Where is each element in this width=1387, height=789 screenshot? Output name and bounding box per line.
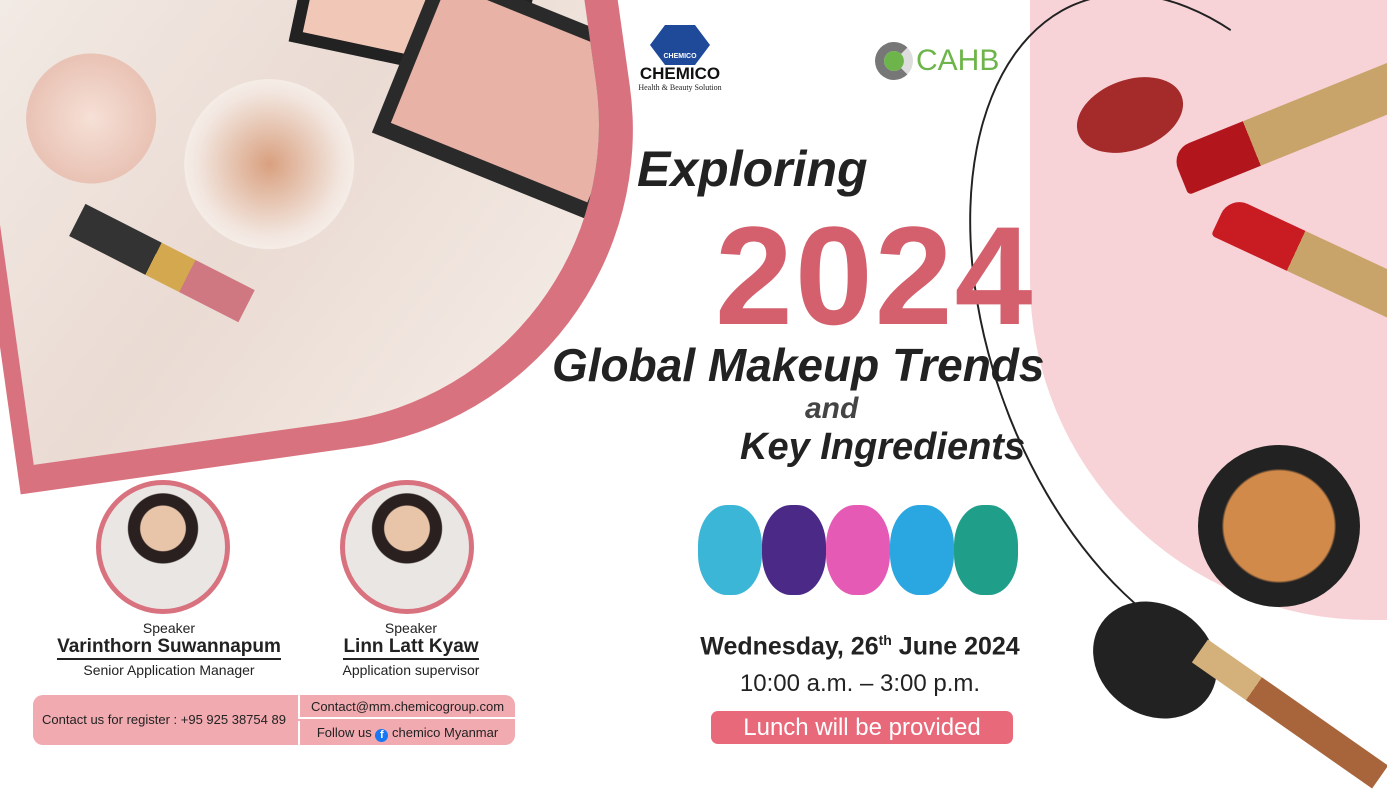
speaker-2: Speaker Linn Latt Kyaw Application super…: [281, 620, 541, 678]
facebook-page-name: chemico Myanmar: [391, 725, 499, 740]
title-and: and: [805, 392, 859, 425]
title-global-trends: Global Makeup Trends: [552, 339, 1045, 391]
speaker-name: Varinthorn Suwannapum: [57, 636, 281, 660]
lunch-badge: Lunch will be provided: [711, 711, 1013, 744]
follow-label: Follow us: [316, 725, 372, 740]
chemico-logo: CHEMICO CHEMICO Health & Beauty Solution: [630, 25, 730, 92]
speaker-avatar-1: [96, 480, 230, 614]
makeup-products-image: [0, 0, 638, 465]
speaker-name: Linn Latt Kyaw: [343, 636, 479, 660]
title-year: 2024: [715, 197, 1035, 354]
event-date: Wednesday, 26th June 2024: [680, 632, 1040, 661]
speaker-role: Speaker: [384, 620, 438, 636]
date-main: Wednesday, 26: [700, 632, 879, 661]
cahb-text: CAHB: [916, 44, 1000, 77]
title-exploring: Exploring: [637, 141, 868, 197]
speaker-1: Speaker Varinthorn Suwannapum Senior App…: [39, 620, 299, 678]
event-time: 10:00 a.m. – 3:00 p.m.: [739, 670, 981, 697]
speaker-title: Application supervisor: [342, 662, 480, 678]
eyeshadow-compact-image: [1198, 445, 1360, 607]
speaker-avatar-2: [340, 480, 474, 614]
date-suffix: th: [878, 632, 892, 648]
speaker-title: Senior Application Manager: [83, 662, 255, 678]
title-key-ingredients: Key Ingredients: [740, 426, 1026, 468]
cahb-logo: CAHB: [875, 42, 999, 80]
date-month-year: June 2024: [891, 632, 1020, 661]
follow-us[interactable]: Follow us f chemico Myanmar: [298, 721, 515, 745]
crushed-pigments-image: [698, 505, 1018, 595]
contact-register-phone: Contact us for register : +95 925 38754 …: [42, 712, 286, 727]
chemico-tagline: Health & Beauty Solution: [638, 83, 722, 92]
speaker-role: Speaker: [142, 620, 196, 636]
cahb-mark-icon: [875, 42, 913, 80]
contact-bar: Contact us for register : +95 925 38754 …: [33, 695, 515, 745]
chemico-badge: CHEMICO: [650, 25, 710, 65]
contact-email[interactable]: Contact@mm.chemicogroup.com: [298, 695, 515, 719]
facebook-icon: f: [375, 729, 389, 742]
chemico-name: CHEMICO: [639, 64, 721, 83]
